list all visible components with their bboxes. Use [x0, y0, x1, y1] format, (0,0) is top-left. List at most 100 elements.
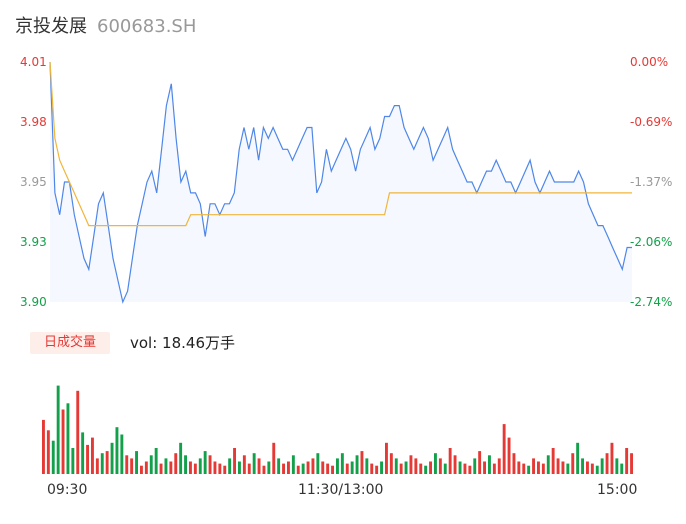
volume-bar: [453, 455, 457, 474]
volume-bar: [610, 442, 614, 474]
volume-bar: [502, 424, 506, 474]
volume-bar: [600, 458, 604, 474]
y-tick-right-1: -0.69%: [630, 115, 673, 129]
volume-bar: [448, 448, 452, 474]
volume-bar: [223, 465, 227, 474]
volume-bar: [257, 458, 261, 474]
volume-bar: [267, 461, 271, 474]
volume-bar: [46, 430, 50, 474]
y-tick-left-4: 3.90: [20, 295, 47, 309]
volume-bar: [473, 458, 477, 474]
volume-bar: [458, 461, 462, 474]
volume-bar: [66, 403, 70, 474]
volume-bar: [551, 448, 555, 474]
volume-bar: [571, 453, 575, 474]
volume-bar: [595, 465, 599, 474]
volume-bar: [301, 463, 305, 474]
volume-bar: [483, 461, 486, 474]
volume-bar: [576, 442, 580, 474]
volume-bar: [586, 461, 589, 474]
volume-bar: [159, 463, 163, 474]
volume-bar: [61, 409, 65, 474]
price-line: [49, 61, 632, 304]
volume-bar: [316, 453, 320, 474]
x-tick-1: 11:30/13:00: [298, 482, 384, 498]
volume-bar: [86, 444, 89, 474]
volume-bar: [184, 455, 187, 474]
stock-name: 京投发展: [15, 16, 87, 37]
volume-bar: [380, 461, 383, 474]
volume-bar: [76, 390, 80, 474]
volume-bar: [51, 440, 55, 474]
volume-bar: [164, 458, 168, 474]
volume-bar: [345, 463, 349, 474]
volume-bar: [115, 427, 119, 474]
volume-bar: [100, 453, 104, 474]
volume-bar: [590, 463, 594, 474]
volume-bar: [429, 461, 432, 474]
x-tick-0: 09:30: [47, 482, 88, 498]
stock-code: 600683.SH: [97, 16, 197, 37]
volume-bar: [140, 465, 143, 474]
volume-bar: [394, 458, 398, 474]
volume-bar: [296, 465, 300, 474]
volume-bar: [125, 455, 129, 474]
volume-bar: [561, 461, 565, 474]
volume-bar: [311, 458, 315, 474]
volume-bar: [512, 453, 516, 474]
volume-bar: [625, 448, 629, 474]
volume-bar: [218, 463, 222, 474]
volume-bar: [438, 458, 442, 474]
volume-bar: [404, 461, 408, 474]
volume-bar: [71, 448, 75, 474]
volume-bar: [56, 385, 60, 474]
volume-bar: [291, 455, 295, 474]
volume-bar: [414, 458, 418, 474]
volume-bar: [620, 463, 624, 474]
volume-bar: [385, 442, 388, 474]
volume-bar: [463, 463, 467, 474]
volume-bar: [154, 448, 158, 474]
volume-bar: [409, 455, 413, 474]
volume-bar: [497, 458, 501, 474]
volume-bar: [272, 442, 276, 474]
x-tick-2: 15:00: [597, 482, 638, 498]
volume-bar: [492, 463, 496, 474]
volume-bar: [149, 455, 153, 474]
volume-bar: [340, 453, 344, 474]
volume-bar: [287, 461, 290, 474]
volume-bar: [277, 458, 281, 474]
volume-bar: [419, 463, 423, 474]
volume-bar: [424, 465, 428, 474]
y-tick-right-3: -2.06%: [630, 235, 673, 249]
volume-bar: [179, 442, 183, 474]
y-tick-right-0: 0.00%: [630, 55, 669, 69]
volume-bar: [120, 434, 124, 474]
daily-volume-badge: 日成交量: [30, 332, 110, 354]
volume-bar: [208, 455, 212, 474]
price-area: [50, 62, 632, 302]
volume-bar: [321, 461, 325, 474]
volume-bar: [546, 455, 550, 474]
volume-bar: [468, 465, 472, 474]
volume-bar: [488, 455, 491, 474]
volume-bar: [375, 465, 379, 474]
volume-bar: [350, 461, 354, 474]
volume-bar: [478, 451, 482, 474]
volume-bar: [399, 463, 403, 474]
volume-bar: [306, 461, 310, 474]
volume-bar: [365, 458, 369, 474]
volume-bar: [95, 458, 99, 474]
volume-bar: [532, 458, 535, 474]
volume-bar: [110, 442, 114, 474]
volume-bar: [360, 451, 364, 474]
y-tick-left-2: 3.95: [20, 175, 47, 189]
volume-bar: [336, 458, 339, 474]
volume-bar: [326, 463, 330, 474]
avg-price-line: [49, 61, 632, 227]
volume-bar: [615, 458, 619, 474]
volume-bar: [242, 455, 246, 474]
stock-title: 京投发展 600683.SH: [15, 12, 196, 38]
volume-bar: [203, 451, 207, 474]
y-tick-left-0: 4.01: [20, 55, 47, 69]
